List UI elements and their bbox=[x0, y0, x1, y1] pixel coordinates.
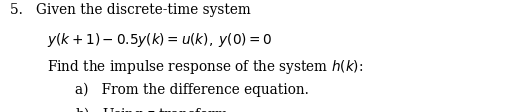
Text: a)   From the difference equation.: a) From the difference equation. bbox=[75, 83, 309, 97]
Text: Find the impulse response of the system $h(k)$:: Find the impulse response of the system … bbox=[47, 58, 363, 76]
Text: 5.   Given the discrete-time system: 5. Given the discrete-time system bbox=[10, 3, 251, 17]
Text: b)   Using $z$-transform.: b) Using $z$-transform. bbox=[75, 105, 232, 112]
Text: $y(k+1) - 0.5y(k) = u(k),\; y(0) = 0$: $y(k+1) - 0.5y(k) = u(k),\; y(0) = 0$ bbox=[47, 31, 272, 49]
